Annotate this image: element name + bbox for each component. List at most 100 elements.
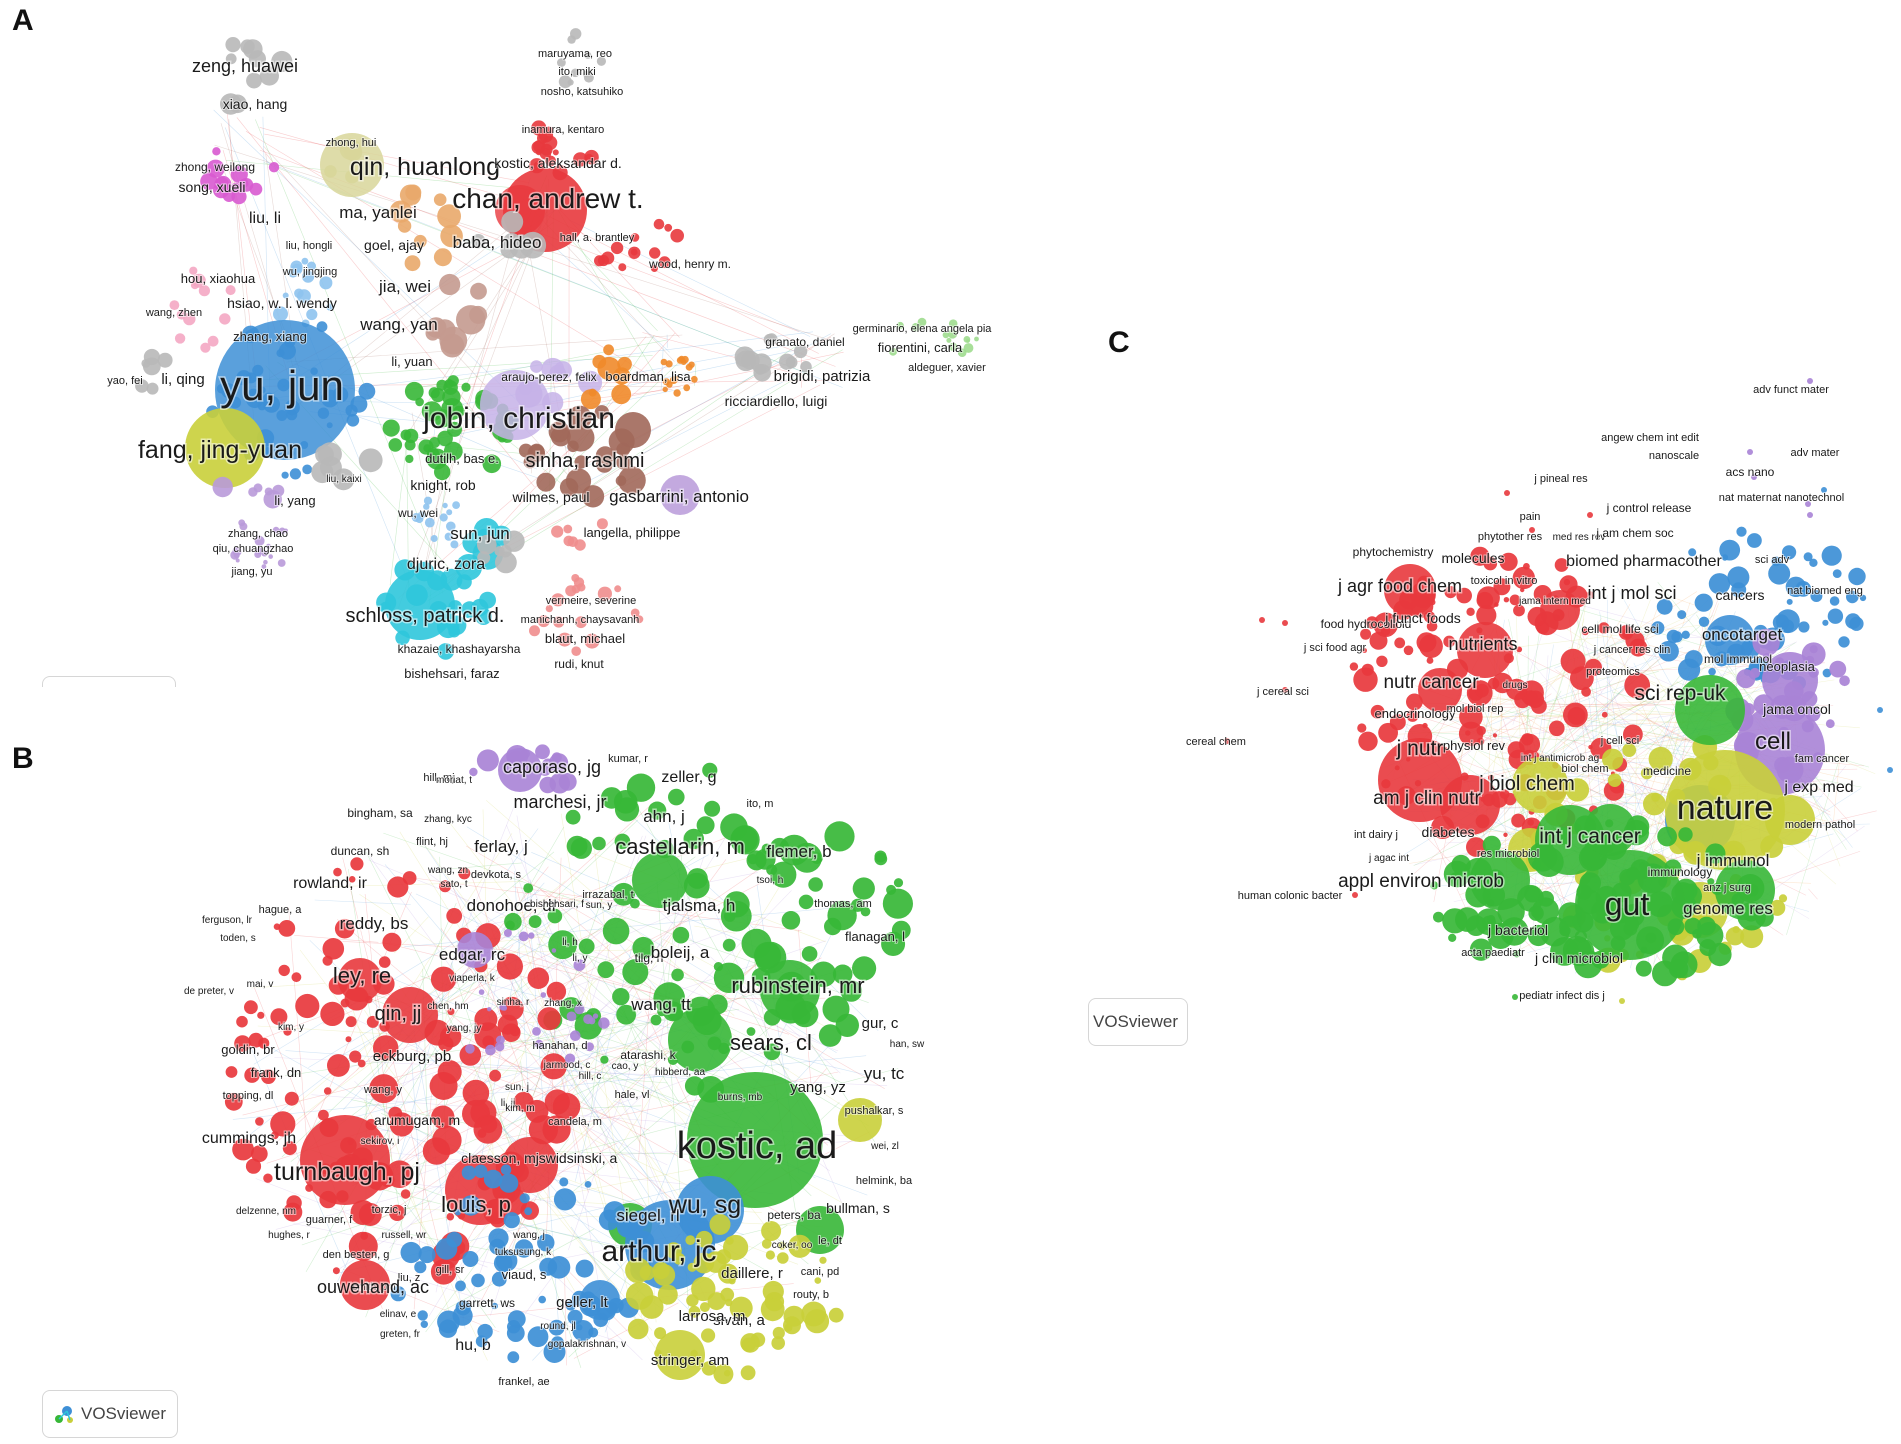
panel-b-node-green	[504, 912, 522, 931]
panel-a-node-red	[573, 152, 588, 167]
panel-c-node-label: int dairy j	[1354, 829, 1398, 841]
panel-c-vosviewer-badge[interactable]: VOSviewer	[1088, 998, 1188, 1046]
panel-a-node-gray	[141, 359, 151, 368]
network-edge	[571, 1008, 793, 1193]
panel-b-node-purple	[539, 776, 556, 794]
network-edge	[236, 117, 535, 487]
panel-b-node-blue	[524, 1207, 533, 1216]
panel-c-node-red	[1526, 690, 1545, 709]
panel-a-node-label: knight, rob	[410, 477, 476, 493]
panel-b-node-label: geller, lt	[556, 1294, 609, 1311]
panel-c-node-outlier	[1512, 994, 1518, 1000]
panel-c-node-label: j biol chem	[1478, 773, 1575, 795]
panel-a-node-orange	[674, 375, 679, 381]
panel-c-node-red	[1418, 668, 1462, 712]
panel-b-node-blue	[537, 1234, 555, 1252]
panel-b-node-yellow	[772, 1326, 785, 1340]
panel-b-node-green	[822, 995, 850, 1023]
panel-c-node-blue	[1651, 621, 1665, 635]
panel-c-node-yellow	[1765, 795, 1815, 845]
network-edge	[512, 886, 693, 913]
panel-a-node-label: djuric, zora	[407, 556, 485, 573]
panel-b-node-label: wang, j	[512, 1230, 545, 1241]
panel-c-node-blue	[1705, 615, 1755, 665]
panel-b-node-label: wang, zn	[427, 865, 468, 876]
panel-c-node-label: j immunol	[1696, 851, 1770, 870]
panel-a-node-skyblue	[297, 289, 311, 303]
panel-a-node-skyblue	[450, 540, 459, 549]
panel-c-node-red	[1426, 657, 1434, 664]
panel-c-node-blue	[1848, 567, 1866, 586]
panel-b-node-green	[874, 850, 887, 863]
panel-b-node-red	[527, 967, 550, 989]
panel-b-node-label: chen, hm	[427, 1001, 468, 1012]
panel-b-node-red	[270, 1111, 296, 1137]
panel-c-node-green	[1705, 843, 1726, 864]
network-edge	[435, 388, 684, 440]
panel-c-node-red	[1503, 832, 1508, 837]
panel-c-node-label: j control release	[1606, 501, 1692, 515]
panel-c-node-label: j agac int	[1368, 853, 1409, 864]
panel-b-node-purple	[540, 992, 547, 998]
panel-a-node-label: aldeguer, xavier	[908, 362, 986, 374]
panel-a-node-gray	[567, 35, 576, 44]
panel-c-node-label: neoplasia	[1759, 659, 1815, 674]
panel-b-node-label: gur, c	[862, 1015, 899, 1032]
panel-b-node-green	[668, 1008, 732, 1072]
panel-a-node-gray	[259, 66, 279, 86]
panel-b-node-label: stringer, am	[651, 1352, 729, 1369]
panel-a-node-skyblue	[423, 503, 430, 510]
panel-b-node-blue	[565, 1300, 576, 1311]
panel-b-node-label: sun, y	[586, 900, 613, 911]
panel-b-node-green	[763, 1043, 781, 1061]
panel-a-node-salmon	[575, 616, 587, 629]
panel-c-node-blue	[1822, 619, 1829, 626]
panel-c-node-red	[1406, 709, 1419, 722]
panel-a-vosviewer-badge[interactable]	[42, 676, 176, 687]
panel-c-node-green	[1575, 850, 1685, 960]
panel-a-node-tan	[439, 326, 468, 355]
panel-b-node-red	[499, 996, 524, 1021]
panel-c-node-green	[1528, 905, 1544, 921]
panel-c-node-red	[1370, 704, 1385, 719]
panel-a-node-lightgreen	[948, 329, 958, 339]
network-edge	[335, 1179, 720, 1275]
panel-c-node-blue	[1708, 573, 1731, 595]
panel-c-node-red	[1426, 620, 1438, 632]
panel-a-node-lightgreen	[911, 322, 921, 332]
network-edge	[299, 949, 424, 1115]
panel-a-node-brown	[615, 412, 651, 448]
panel-a-node-lightgreen	[917, 317, 927, 327]
panel-b-node-blue	[507, 1320, 521, 1334]
panel-c-node-green	[1443, 860, 1471, 888]
panel-c-node-red	[1499, 552, 1518, 571]
panel-b-vosviewer-badge[interactable]: VOSviewer	[42, 1390, 178, 1438]
panel-b-node-purple	[551, 948, 557, 953]
network-edge	[1823, 820, 1846, 839]
panel-c-node-green	[1707, 878, 1715, 886]
panel-b-node-label: thomas, am	[814, 898, 871, 910]
panel-b-node-green	[808, 877, 823, 892]
panel-b-node-red	[334, 918, 355, 939]
panel-b-node-label: swidsinski, a	[539, 1150, 618, 1166]
panel-c-node-label: nat biomed eng	[1787, 585, 1863, 597]
network-edge	[490, 835, 647, 1316]
panel-c-node-red	[1624, 627, 1632, 635]
panel-c-node-label: nutrients	[1448, 634, 1517, 654]
network-edge	[564, 1268, 567, 1366]
panel-b-node-red	[318, 1109, 329, 1121]
panel-a-node-label: hsiao, w. l. wendy	[227, 295, 337, 311]
panel-b-node-red	[338, 958, 382, 1002]
panel-b-node-label: gill, sr	[436, 1264, 465, 1276]
panel-c-node-green	[1433, 911, 1444, 923]
panel-b-node-red	[458, 867, 471, 880]
panel-b-node-label: ferguson, lr	[202, 915, 253, 926]
panel-c-node-red	[1488, 774, 1494, 781]
panel-a-node-lightpurple	[272, 526, 280, 534]
panel-c-node-green	[1591, 950, 1610, 969]
panel-a-node-salmon	[577, 583, 586, 592]
panel-b-node-label: han, sw	[890, 1039, 925, 1050]
panel-b-node-yellow	[765, 1250, 776, 1260]
panel-b-node-label: tjalsma, h	[663, 896, 736, 915]
panel-b-node-yellow	[764, 1292, 785, 1312]
